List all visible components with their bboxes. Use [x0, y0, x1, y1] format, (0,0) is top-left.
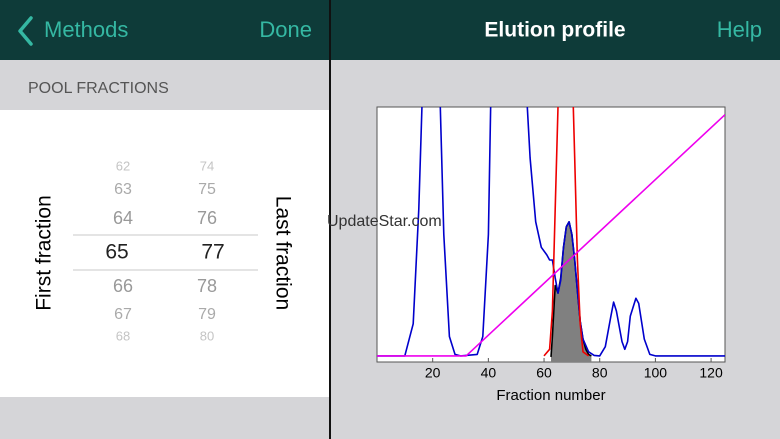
divider	[329, 0, 331, 439]
picker-value: 62	[116, 158, 130, 173]
x-tick-label: 80	[592, 365, 608, 381]
picker-value: 80	[200, 328, 214, 343]
last-fraction-label: Last fraction	[271, 196, 294, 310]
picker-selected-value: 77	[201, 241, 224, 264]
x-tick-label: 60	[536, 365, 552, 381]
picker-value: 78	[197, 276, 217, 296]
picker-selected-value: 65	[105, 241, 128, 264]
first-fraction-label: First fraction	[33, 195, 56, 311]
picker-area	[0, 110, 329, 397]
watermark: UpdateStar.com	[327, 213, 442, 230]
x-tick-label: 40	[481, 365, 497, 381]
chart: 20 40 60 80 100 120	[377, 107, 725, 381]
plot-lines	[377, 107, 725, 362]
x-tick-label: 120	[699, 365, 723, 381]
picker-value: 64	[113, 208, 133, 228]
picker-value: 79	[198, 306, 216, 323]
x-axis-label: Fraction number	[496, 387, 605, 404]
help-button[interactable]: Help	[717, 17, 762, 42]
picker-value: 68	[116, 328, 130, 343]
series-line	[543, 107, 590, 357]
picker-value: 74	[200, 158, 214, 173]
nav-title: Elution profile	[484, 19, 625, 42]
x-tick-label: 100	[644, 365, 668, 381]
section-header: POOL FRACTIONS	[28, 80, 169, 97]
left-nav-bar	[0, 0, 329, 60]
picker-value: 63	[114, 181, 132, 198]
right-nav-bar	[331, 0, 780, 60]
picker-value: 75	[198, 181, 216, 198]
picker-value: 76	[197, 208, 217, 228]
series-line	[377, 114, 725, 357]
pool-area	[551, 221, 592, 362]
back-button[interactable]: Methods	[44, 17, 128, 42]
picker-value: 67	[114, 306, 132, 323]
x-tick-label: 20	[425, 365, 441, 381]
series-line	[377, 107, 725, 357]
done-button[interactable]: Done	[259, 17, 312, 42]
picker[interactable]: 62 63 64 65 66 67 68 74 75 76 77 78 79 80	[105, 158, 224, 343]
back-chevron[interactable]	[18, 16, 33, 46]
picker-value: 66	[113, 276, 133, 296]
